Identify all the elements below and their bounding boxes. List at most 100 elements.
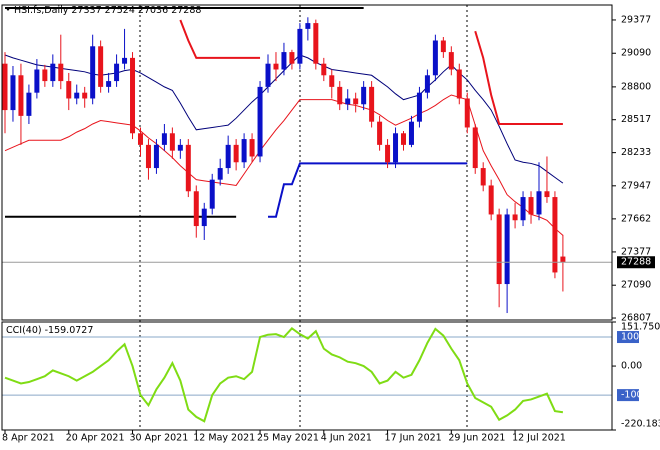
candle-body	[98, 46, 104, 87]
candle-body	[185, 144, 191, 192]
candle-body	[58, 63, 64, 82]
candle-body	[169, 133, 175, 151]
candle-body	[345, 98, 351, 105]
candle-body	[408, 121, 414, 145]
candle-body	[472, 127, 478, 169]
candle-body	[145, 144, 151, 169]
candle-body	[305, 23, 311, 29]
y-tick-label: 29090	[621, 48, 651, 59]
candle-body	[496, 214, 502, 285]
indicator-line	[179, 19, 261, 59]
x-tick-label: 17 Jun 2021	[385, 433, 442, 444]
candle-body	[297, 28, 303, 64]
x-tick-label: 20 Apr 2021	[66, 433, 125, 444]
candle-body	[393, 133, 399, 163]
y-tick-label: -100	[621, 390, 643, 401]
candle-body	[528, 197, 534, 215]
indicator-line	[474, 30, 563, 125]
candle-body	[536, 191, 542, 215]
candle-body	[257, 86, 263, 157]
candle-body	[241, 139, 247, 163]
candle-body	[361, 86, 367, 105]
candle-body	[440, 40, 446, 53]
candle-body	[552, 197, 558, 273]
plot-area	[2, 7, 612, 314]
candle-body	[217, 168, 223, 180]
candle-body	[488, 185, 494, 215]
candle-body	[504, 214, 510, 285]
candle-body	[90, 46, 96, 99]
candle-body	[377, 121, 383, 145]
candle-body	[82, 92, 88, 99]
candle-body	[66, 81, 72, 99]
candle-body	[2, 63, 8, 111]
candle-body	[401, 133, 406, 145]
y-tick-label: 28800	[621, 81, 651, 92]
candle-body	[153, 144, 159, 169]
candle-body	[337, 86, 343, 105]
candle-body	[18, 75, 24, 116]
candle-body	[50, 63, 56, 82]
candle-body	[193, 191, 199, 227]
open-value: 27337	[71, 5, 101, 16]
candle-body	[313, 23, 319, 64]
cci-panel-frame	[1, 321, 613, 431]
x-tick-label: 8 Apr 2021	[2, 433, 55, 444]
candle-body	[42, 69, 48, 82]
x-tick-label: 25 May 2021	[257, 433, 319, 444]
candle-body	[321, 63, 327, 76]
indicator-value: -159.0727	[45, 325, 94, 336]
candle-body	[544, 191, 550, 198]
cci-header: CCI(40) -159.0727	[6, 325, 93, 336]
indicator-line	[4, 94, 564, 236]
y-tick-label: 27947	[621, 180, 651, 191]
candle-body	[161, 133, 167, 145]
level-tag	[617, 389, 639, 402]
last-price-label: 27288	[621, 257, 651, 268]
candle-body	[560, 256, 566, 263]
candle-body	[114, 63, 120, 82]
y-tick-label: 151.7509	[621, 322, 660, 333]
candle-body	[201, 208, 207, 227]
candle-body	[512, 214, 518, 221]
candle-body	[273, 63, 279, 70]
candle-body	[520, 197, 526, 221]
candle-body	[249, 139, 255, 157]
y-tick-label: 27090	[621, 280, 651, 291]
x-tick-label: 29 Jun 2021	[448, 433, 505, 444]
x-tick-label: 12 Jul 2021	[512, 433, 566, 444]
candle-body	[448, 52, 454, 70]
x-tick-label: 4 Jun 2021	[321, 433, 372, 444]
symbol: HSI.fs,Daily	[14, 5, 69, 16]
level-tag	[617, 331, 639, 344]
candle-body	[209, 179, 215, 209]
y-tick-label: 27662	[621, 213, 651, 224]
last-price-tag	[617, 256, 655, 269]
candle-body	[289, 52, 295, 64]
candle-body	[74, 92, 80, 99]
y-tick-label: 28233	[621, 147, 651, 158]
candle-body	[281, 52, 287, 70]
close-value: 27288	[171, 5, 201, 16]
y-tick-label: 0.00	[621, 361, 642, 372]
low-value: 27036	[138, 5, 168, 16]
candle-body	[10, 75, 16, 111]
cci-line	[4, 326, 564, 423]
candle-body	[416, 92, 422, 122]
candle-body	[480, 168, 486, 186]
symbol-header: HSI.fs,Daily 27337 27524 27036 27288	[14, 5, 201, 16]
indicator-title: CCI(40)	[6, 325, 42, 336]
y-tick-label: 26807	[621, 313, 651, 324]
y-tick-label: 29377	[621, 14, 651, 25]
candle-body	[456, 69, 462, 99]
candle-body	[26, 92, 32, 116]
plot-area	[2, 326, 612, 423]
candle-body	[34, 69, 40, 93]
candle-body	[464, 98, 470, 128]
price-panel-frame	[1, 4, 613, 321]
candle-body	[233, 144, 239, 163]
collapse-icon[interactable]	[5, 7, 11, 11]
candle-body	[106, 81, 112, 87]
